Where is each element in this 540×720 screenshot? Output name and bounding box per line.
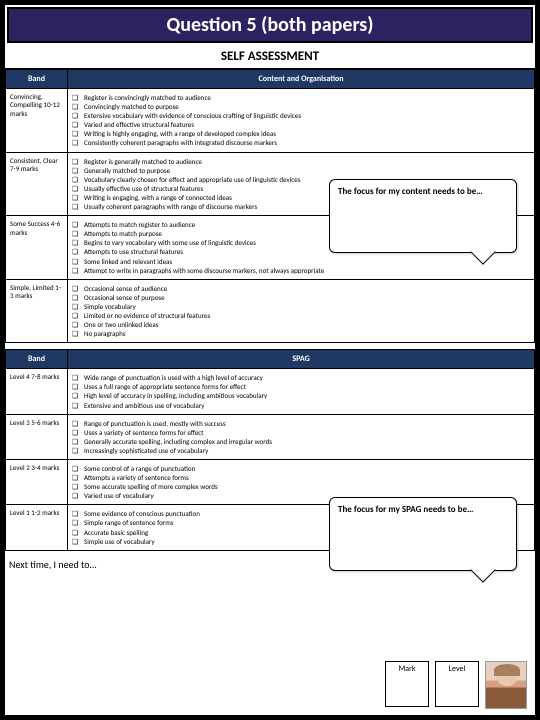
criteria-item[interactable]: Varied and effective structural features <box>72 120 530 129</box>
band-cell: Level 3 5-6 marks <box>6 414 68 459</box>
criteria-item[interactable]: Simple vocabulary <box>72 302 530 311</box>
criteria-item[interactable]: Increasingly sophisticated use of vocabu… <box>72 446 530 455</box>
criteria-item[interactable]: Uses a variety of sentence forms for eff… <box>72 428 530 437</box>
criteria-item[interactable]: Some control of a range of punctuation <box>72 464 530 473</box>
spag-focus-callout[interactable]: The focus for my SPAG needs to be… <box>329 497 517 571</box>
criteria-item[interactable]: Wide range of punctuation is used with a… <box>72 373 530 382</box>
band-cell: Convincing, Compelling 10-12 marks <box>6 89 68 153</box>
criteria-item[interactable]: Some accurate spelling of more complex w… <box>72 482 530 491</box>
mark-label: Mark <box>398 664 415 674</box>
criteria-item[interactable]: Generally matched to purpose <box>72 166 530 175</box>
col-band: Band <box>6 350 68 369</box>
criteria-item[interactable]: Extensive vocabulary with evidence of co… <box>72 111 530 120</box>
criteria-item[interactable]: Consistently coherent paragraphs with in… <box>72 138 530 147</box>
criteria-item[interactable]: Attempts a variety of sentence forms <box>72 473 530 482</box>
page-title: Question 5 (both papers) <box>7 7 533 43</box>
criteria-item[interactable]: Writing is highly engaging, with a range… <box>72 129 530 138</box>
page-subtitle: SELF ASSESSMENT <box>5 45 535 69</box>
criteria-item[interactable]: Occasional sense of audience <box>72 284 530 293</box>
level-box[interactable]: Level <box>435 661 479 707</box>
band-cell: Level 2 3-4 marks <box>6 460 68 505</box>
criteria-item[interactable]: High level of accuracy in spelling, incl… <box>72 391 530 400</box>
criteria-item[interactable]: Attempt to write in paragraphs with some… <box>72 266 530 275</box>
criteria-cell: Register is convincingly matched to audi… <box>68 89 535 153</box>
criteria-item[interactable]: No paragraphs <box>72 329 530 338</box>
content-focus-callout[interactable]: The focus for my content needs to be… <box>329 179 517 253</box>
callout-text: The focus for my SPAG needs to be… <box>338 504 473 515</box>
criteria-item[interactable]: Some linked and relevant ideas <box>72 257 530 266</box>
col-content: Content and Organisation <box>68 70 535 89</box>
criteria-item[interactable]: Range of punctuation is used, mostly wit… <box>72 419 530 428</box>
teacher-avatar <box>485 661 527 709</box>
col-spag: SPAG <box>68 350 535 369</box>
mark-box[interactable]: Mark <box>385 661 429 707</box>
criteria-item[interactable]: Occasional sense of purpose <box>72 293 530 302</box>
criteria-item[interactable]: Convincingly matched to purpose <box>72 102 530 111</box>
callout-text: The focus for my content needs to be… <box>338 186 483 197</box>
band-cell: Some Success 4-6 marks <box>6 216 68 280</box>
col-band: Band <box>6 70 68 89</box>
criteria-item[interactable]: Register is generally matched to audienc… <box>72 157 530 166</box>
band-cell: Level 4 7-8 marks <box>6 369 68 414</box>
criteria-cell: Occasional sense of audience Occasional … <box>68 279 535 343</box>
level-label: Level <box>449 664 466 674</box>
criteria-item[interactable]: Uses a full range of appropriate sentenc… <box>72 382 530 391</box>
criteria-item[interactable]: Limited or no evidence of structural fea… <box>72 311 530 320</box>
criteria-cell: Range of punctuation is used, mostly wit… <box>68 414 535 459</box>
band-cell: Level 1 1-2 marks <box>6 505 68 550</box>
assessment-page: Question 5 (both papers) SELF ASSESSMENT… <box>0 0 540 720</box>
band-cell: Consistent, Clear 7-9 marks <box>6 152 68 216</box>
criteria-item[interactable]: One or two unlinked ideas <box>72 320 530 329</box>
band-cell: Simple, Limited 1-3 marks <box>6 279 68 343</box>
criteria-cell: Wide range of punctuation is used with a… <box>68 369 535 414</box>
criteria-item[interactable]: Generally accurate spelling, including c… <box>72 437 530 446</box>
criteria-item[interactable]: Register is convincingly matched to audi… <box>72 93 530 102</box>
criteria-item[interactable]: Extensive and ambitious use of vocabular… <box>72 401 530 410</box>
bottom-row: Mark Level <box>385 661 527 709</box>
